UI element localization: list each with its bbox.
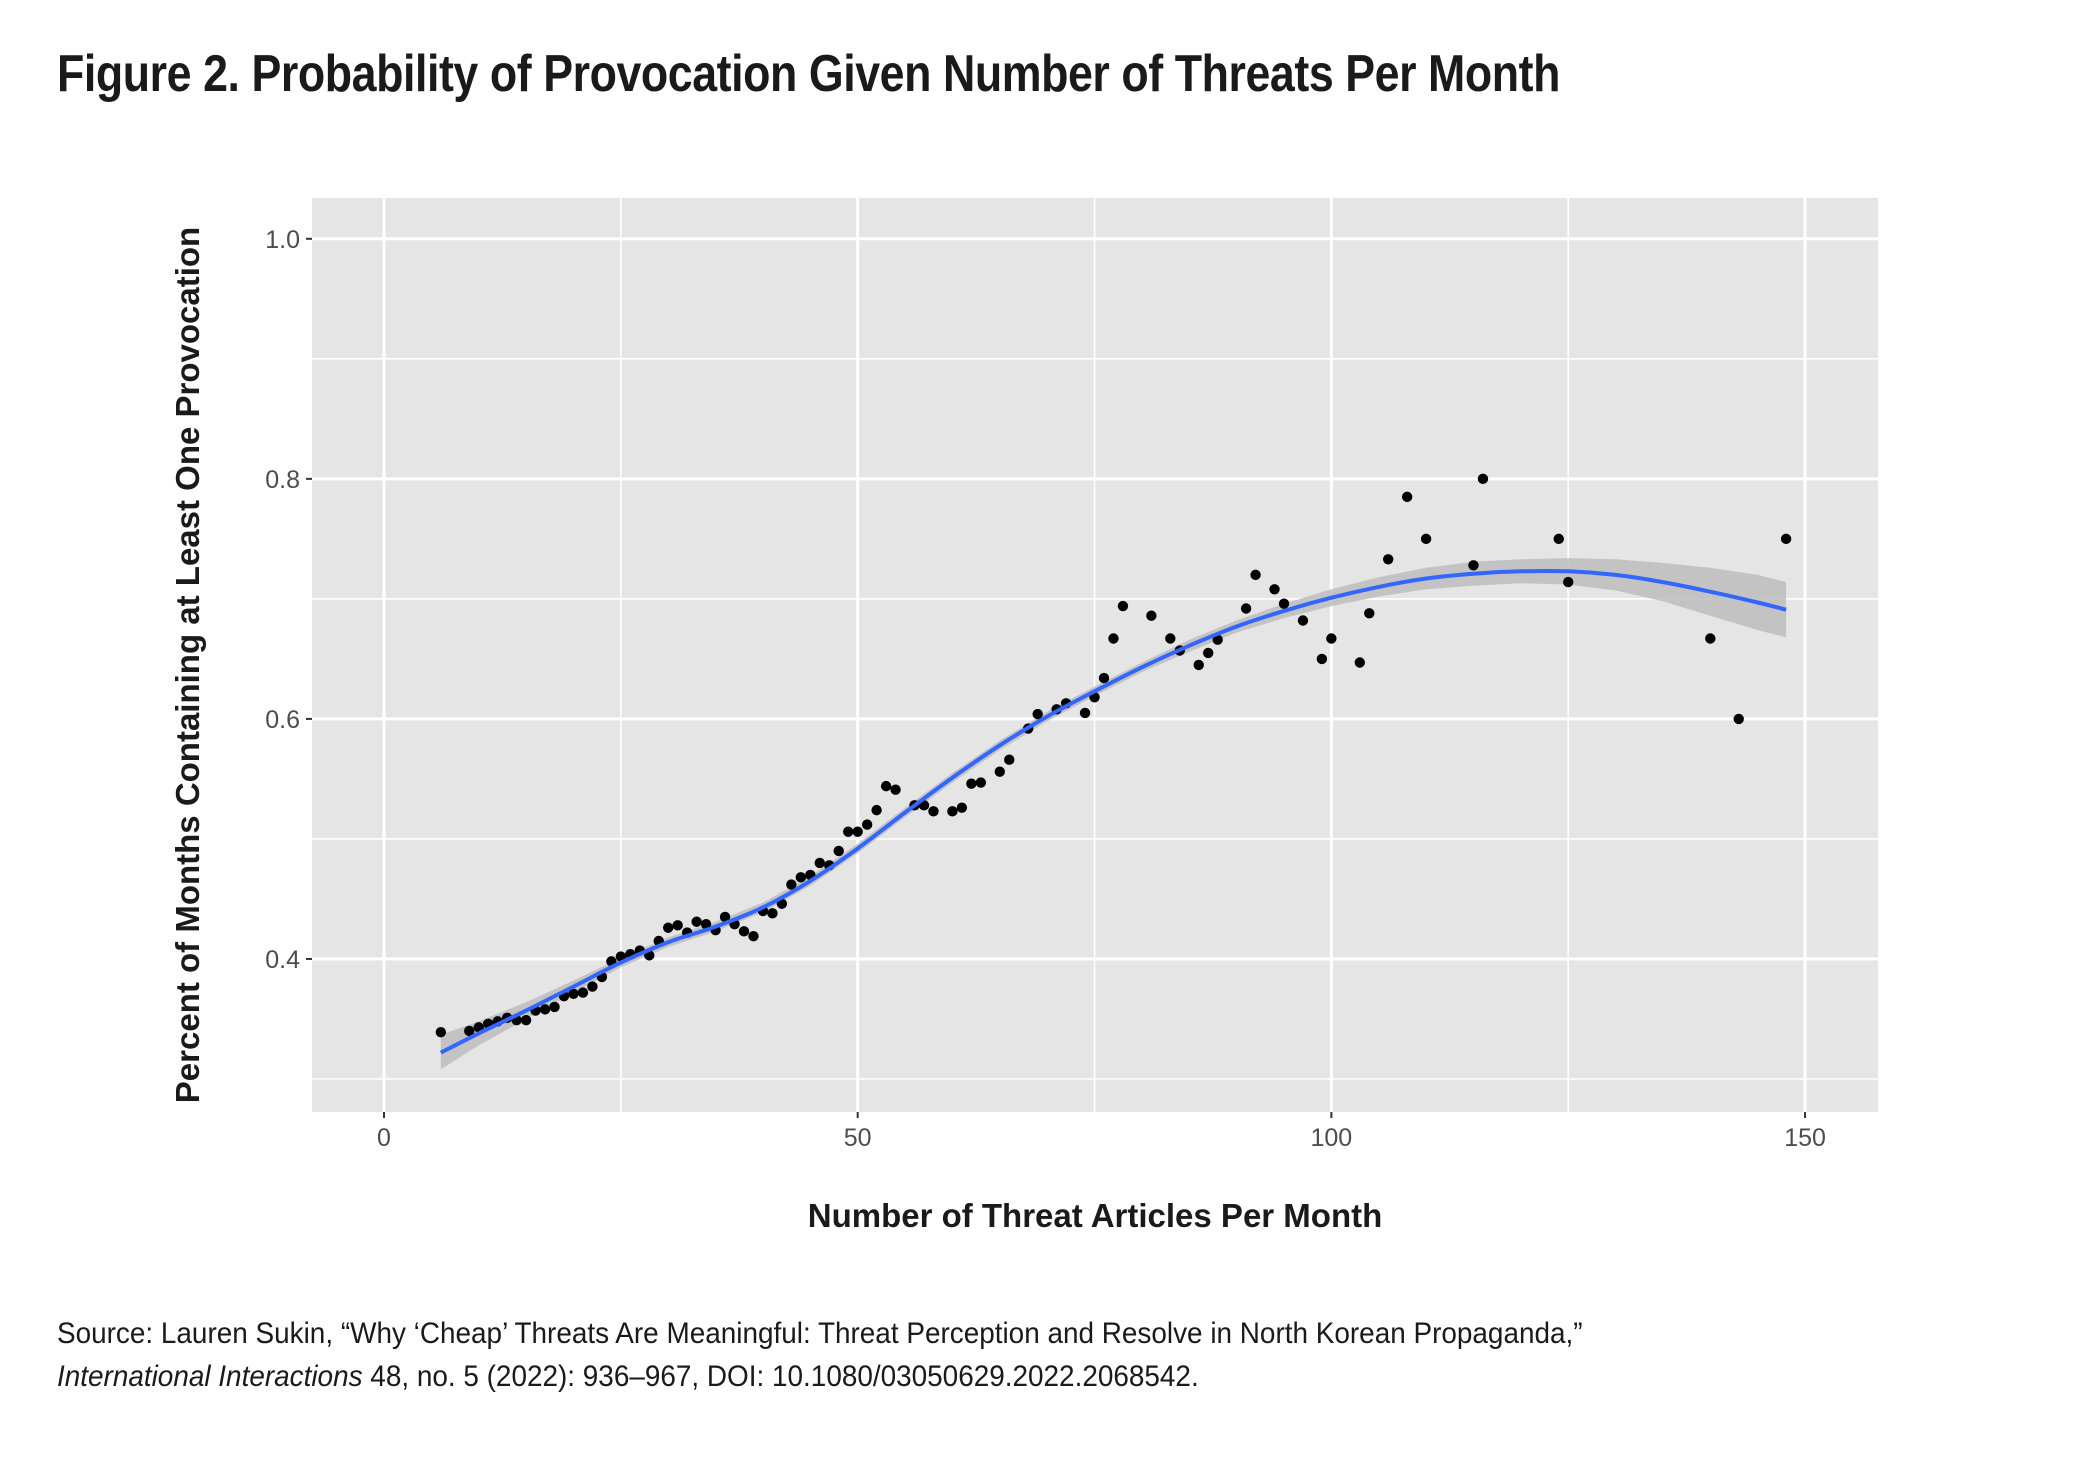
y-tick-label: 0.8 xyxy=(265,466,300,494)
data-point xyxy=(861,819,873,830)
x-tick-label: 0 xyxy=(377,1124,391,1152)
data-point xyxy=(1250,569,1261,581)
data-point xyxy=(464,1025,475,1037)
data-point xyxy=(1383,554,1394,565)
data-point xyxy=(539,1004,551,1015)
data-point xyxy=(1780,533,1792,545)
data-point xyxy=(520,1014,532,1026)
data-point xyxy=(947,806,958,817)
x-tick-label: 100 xyxy=(1311,1124,1353,1152)
source-citation: Source: Lauren Sukin, “Why ‘Cheap’ Threa… xyxy=(57,1312,1583,1398)
data-point xyxy=(1004,754,1015,765)
data-point xyxy=(956,802,968,813)
data-point xyxy=(786,879,797,890)
y-axis-title: Percent of Months Containing at Least On… xyxy=(169,227,206,1103)
data-point xyxy=(880,780,892,792)
x-axis-title: Number of Threat Articles Per Month xyxy=(808,1197,1383,1234)
data-point xyxy=(852,826,863,837)
data-point xyxy=(1165,633,1176,644)
data-point xyxy=(691,916,702,927)
data-point xyxy=(435,1026,447,1038)
data-point xyxy=(1401,491,1413,503)
data-point xyxy=(1117,600,1129,612)
x-axis: 0 50 100 150 xyxy=(377,1112,1826,1152)
data-point xyxy=(1278,598,1290,609)
data-point xyxy=(549,1001,560,1013)
data-point xyxy=(975,777,987,788)
data-point xyxy=(1032,708,1043,720)
y-tick-label: 0.6 xyxy=(265,706,300,734)
source-line-1: Source: Lauren Sukin, “Why ‘Cheap’ Threa… xyxy=(57,1317,1583,1350)
y-tick-label: 0.4 xyxy=(265,946,300,974)
data-point xyxy=(1316,653,1328,665)
x-tick-label: 150 xyxy=(1784,1124,1826,1152)
x-tick-label: 50 xyxy=(844,1124,872,1152)
data-point xyxy=(1269,584,1280,595)
data-point xyxy=(1553,533,1564,545)
source-journal: International Interactions xyxy=(57,1360,363,1393)
data-point xyxy=(1108,633,1119,644)
source-details: 48, no. 5 (2022): 936–967, DOI: 10.1080/… xyxy=(362,1360,1199,1393)
data-point xyxy=(719,911,731,923)
data-point xyxy=(890,784,901,795)
smooth-line xyxy=(439,568,1787,1055)
data-point xyxy=(1212,634,1223,645)
data-point xyxy=(843,826,854,837)
data-point xyxy=(1326,633,1337,644)
data-point xyxy=(814,857,825,869)
data-point xyxy=(738,926,750,937)
data-point xyxy=(871,804,882,816)
y-tick-label: 1.0 xyxy=(265,226,300,254)
data-point xyxy=(1098,672,1110,684)
data-point xyxy=(966,778,977,789)
data-point xyxy=(672,920,683,931)
data-point xyxy=(1364,608,1375,619)
y-axis: 0.4 0.6 0.8 1.0 xyxy=(265,226,312,974)
data-point xyxy=(587,981,598,992)
data-point xyxy=(1079,707,1091,719)
data-point xyxy=(1477,473,1489,485)
data-point xyxy=(1705,633,1716,644)
data-point xyxy=(700,918,712,930)
data-point xyxy=(1354,657,1365,668)
data-point xyxy=(928,806,939,817)
major-gridlines xyxy=(312,198,1878,1112)
data-point xyxy=(663,922,674,933)
data-point xyxy=(1468,560,1479,571)
data-point xyxy=(748,930,759,942)
data-point xyxy=(1193,659,1204,671)
data-point xyxy=(1563,576,1574,588)
data-point xyxy=(1733,713,1744,725)
data-point xyxy=(1297,615,1309,626)
data-point xyxy=(1420,533,1432,545)
data-point xyxy=(833,845,844,857)
data-point xyxy=(577,987,589,998)
data-point xyxy=(1240,603,1252,614)
data-point xyxy=(795,872,807,883)
source-line-2: International Interactions 48, no. 5 (20… xyxy=(57,1355,1583,1398)
minor-gridlines xyxy=(312,198,1878,1112)
data-point xyxy=(994,766,1005,777)
data-point xyxy=(1146,610,1157,621)
data-point xyxy=(1203,647,1214,659)
figure-title: Figure 2. Probability of Provocation Giv… xyxy=(57,45,1561,103)
data-point xyxy=(767,908,778,919)
data-point xyxy=(568,988,579,999)
smooth-line-layer xyxy=(439,568,1787,1055)
